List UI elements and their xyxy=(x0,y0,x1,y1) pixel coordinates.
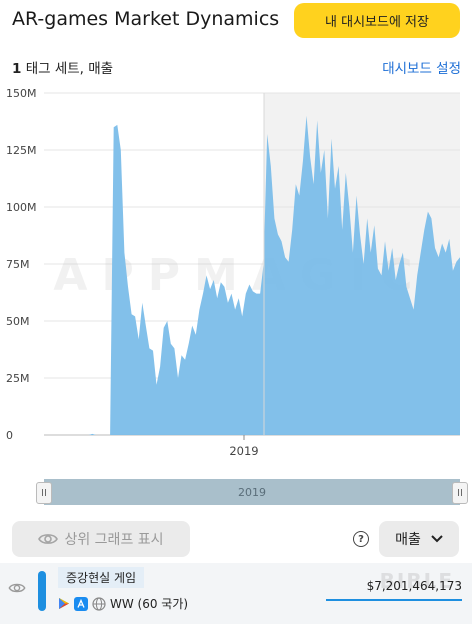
app-store-icon xyxy=(74,596,88,611)
y-tick-label: 25M xyxy=(6,372,30,385)
series-color-swatch xyxy=(38,571,46,611)
row-watermark: BIBLE xyxy=(379,569,454,593)
subtitle: 1 태그 세트, 매출 xyxy=(12,57,113,77)
metric-select[interactable]: 매출 xyxy=(379,521,459,557)
page-title: AR-games Market Dynamics xyxy=(12,8,280,30)
visibility-eye-icon[interactable] xyxy=(8,582,26,594)
y-tick-label: 75M xyxy=(6,258,30,271)
scroll-handle-right[interactable]: II xyxy=(452,482,468,504)
y-tick-label: 150M xyxy=(6,87,37,100)
y-tick-label: 50M xyxy=(6,315,30,328)
save-to-dashboard-button[interactable]: 내 대시보드에 저장 xyxy=(294,3,460,38)
scroll-handle-left[interactable]: II xyxy=(36,482,52,504)
dashboard-settings-link[interactable]: 대시보드 설정 xyxy=(382,61,461,77)
tag-set-label: 태그 세트, 매출 xyxy=(25,61,114,77)
series-name: 증강현실 게임 xyxy=(58,567,145,588)
google-play-icon xyxy=(59,598,69,609)
show-top-graph-label: 상위 그래프 표시 xyxy=(64,532,164,548)
time-range-scroller[interactable]: 2019 II II xyxy=(36,479,468,505)
y-tick-label: 125M xyxy=(6,144,37,157)
help-icon[interactable]: ? xyxy=(353,531,369,547)
chevron-down-icon xyxy=(431,535,443,543)
metric-select-value: 매출 xyxy=(395,532,421,548)
series-share-bar xyxy=(326,599,462,601)
series-total-value: $7,201,464,173 xyxy=(366,579,462,593)
x-tick-label-2019: 2019 xyxy=(229,444,258,458)
show-top-graph-button[interactable]: 상위 그래프 표시 xyxy=(12,521,190,557)
chart[interactable]: 150M 125M 100M 75M 50M 25M 0 APPMAGIC 2019 xyxy=(0,80,472,465)
scroll-track[interactable] xyxy=(44,479,460,505)
y-axis-labels: 150M 125M 100M 75M 50M 25M 0 xyxy=(6,87,37,442)
legend-row[interactable]: 증강현실 게임 WW (60 국가) BIBLE $7,201,464,173 xyxy=(0,563,472,624)
series-meta: WW (60 국가) xyxy=(58,595,188,612)
y-tick-label: 100M xyxy=(6,201,37,214)
eye-icon xyxy=(38,534,59,544)
scroll-label: 2019 xyxy=(238,486,266,499)
series-area xyxy=(78,115,460,436)
tag-set-count: 1 xyxy=(12,61,22,77)
globe-icon xyxy=(92,596,106,611)
series-region: WW (60 국가) xyxy=(110,597,189,611)
y-tick-label: 0 xyxy=(6,429,13,442)
